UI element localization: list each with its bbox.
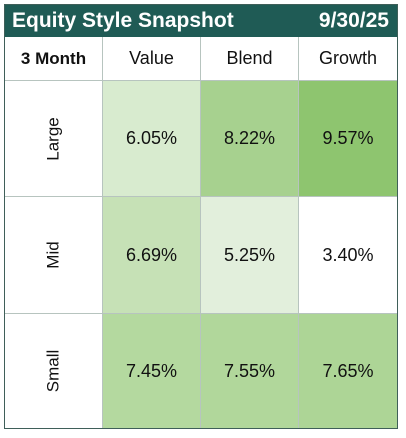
column-header-label: Growth: [318, 48, 378, 68]
row-label-text: Mid: [43, 241, 63, 269]
row-label-small: Small: [5, 314, 103, 428]
table-title: Equity Style Snapshot: [12, 9, 234, 32]
period-label-cell: 3 Month: [5, 37, 103, 81]
small-growth-cell: 7.65%: [299, 314, 397, 428]
column-header-growth: Growth: [299, 37, 397, 81]
return-value: 7.55%: [223, 360, 276, 381]
return-value: 7.45%: [125, 360, 178, 381]
row-label-text: Small: [43, 349, 63, 393]
mid-value-cell: 6.69%: [103, 197, 201, 314]
large-blend-cell: 8.22%: [201, 81, 299, 197]
large-growth-cell: 9.57%: [299, 81, 397, 197]
column-header-value: Value: [103, 37, 201, 81]
column-header-label: Value: [129, 48, 174, 68]
equity-style-snapshot-table: Equity Style Snapshot 9/30/25 3 Month Va…: [4, 4, 398, 429]
title-bar: Equity Style Snapshot 9/30/25: [5, 5, 397, 37]
return-value: 5.25%: [223, 244, 276, 265]
mid-blend-cell: 5.25%: [201, 197, 299, 314]
as-of-date: 9/30/25: [318, 9, 389, 32]
return-value: 9.57%: [322, 128, 374, 148]
style-grid: 3 Month Value Blend Growth Large Mid Sma…: [5, 37, 397, 428]
small-value-cell: 7.45%: [103, 314, 201, 428]
large-value-cell: 6.05%: [103, 81, 201, 197]
return-value: 6.69%: [125, 244, 178, 265]
small-blend-cell: 7.55%: [201, 314, 299, 428]
column-header-blend: Blend: [201, 37, 299, 81]
column-header-label: Blend: [226, 48, 273, 68]
return-value: 7.65%: [322, 360, 374, 381]
period-label: 3 Month: [20, 48, 87, 68]
row-label-mid: Mid: [5, 197, 103, 314]
row-label-large: Large: [5, 81, 103, 197]
row-label-text: Large: [43, 116, 63, 161]
return-value: 6.05%: [125, 128, 178, 148]
mid-growth-cell: 3.40%: [299, 197, 397, 314]
return-value: 3.40%: [322, 244, 374, 265]
return-value: 8.22%: [223, 128, 276, 148]
